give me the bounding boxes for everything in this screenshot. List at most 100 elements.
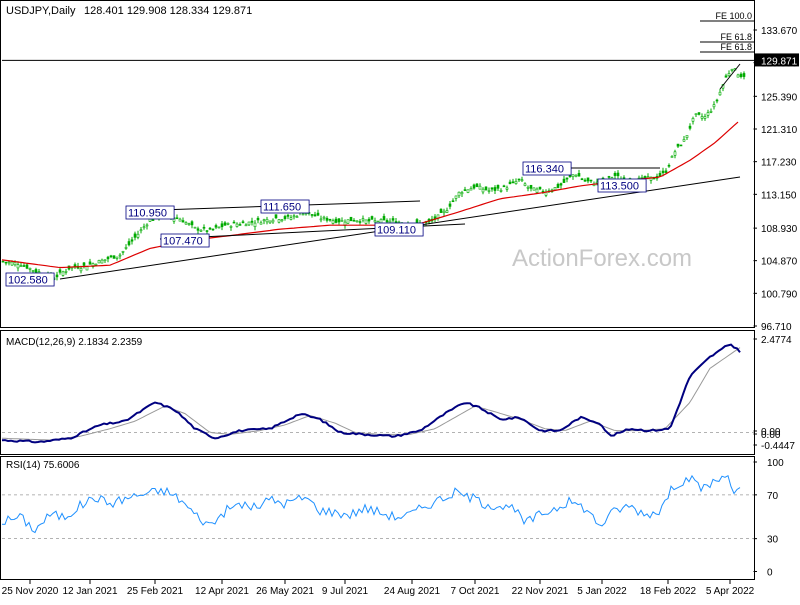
price-candle-body [310, 214, 314, 216]
price-candle-body [292, 215, 296, 218]
price-candle-body [667, 164, 671, 167]
price-candle-body [283, 216, 287, 220]
price-candle-body [4, 261, 8, 264]
macd-tick-label: 2.4774 [761, 335, 792, 346]
price-candle-body [241, 221, 245, 224]
price-candle-body [538, 186, 542, 190]
price-candle-body [439, 208, 443, 213]
price-candle-body [130, 239, 134, 242]
price-candle-body [415, 219, 419, 224]
price-candle-body [484, 186, 488, 191]
price-candle-body [709, 111, 713, 113]
price-candle-body [736, 74, 740, 78]
price-candle-body [22, 265, 26, 267]
date-tick-label: 25 Nov 2020 [2, 586, 59, 597]
price-candle-body [289, 217, 293, 220]
price-candle-body [94, 263, 98, 266]
price-candle-body [682, 139, 686, 142]
price-candle-body [106, 256, 110, 260]
price-candle-body [373, 220, 377, 223]
date-x-axis: 25 Nov 2020 12 Jan 2021 25 Feb 2021 12 Apr … [2, 580, 755, 597]
price-candle-body [13, 262, 17, 266]
pivot-label: 102.580 [8, 275, 48, 287]
price-candle-body [31, 270, 35, 272]
price-candle-body [211, 228, 215, 231]
pivot-label: 113.500 [600, 181, 639, 193]
price-candle-body [88, 261, 92, 265]
price-candle-body [232, 221, 236, 224]
price-candle-body [385, 220, 389, 223]
date-tick-label: 25 Feb 2021 [127, 586, 184, 597]
price-tick-label: 121.310 [761, 125, 798, 136]
price-candle-body [184, 222, 188, 225]
price-candle-body [460, 192, 464, 195]
price-candle-body [61, 271, 65, 276]
price-candle-body [487, 190, 491, 192]
price-candle-body [742, 73, 746, 77]
current-price-tag [755, 53, 799, 67]
price-candle-body [673, 151, 677, 156]
price-tick-label: 108.930 [761, 224, 798, 235]
price-candle-body [505, 187, 509, 190]
price-candle-body [1, 260, 5, 263]
price-candle-body [313, 214, 317, 217]
rsi-tick-label: 0 [767, 568, 773, 579]
price-candle-body [706, 112, 710, 116]
price-candle-body [223, 222, 227, 226]
price-candle-body [388, 220, 392, 223]
price-candle-body [286, 214, 290, 217]
price-candle-body [712, 104, 716, 108]
watermark: ActionForex.com [512, 245, 692, 272]
pivot-label: 109.110 [377, 225, 416, 237]
price-candle-body [256, 217, 260, 221]
price-candle-body [499, 189, 503, 192]
price-candle-body [616, 172, 620, 177]
price-tick-label: 100.790 [761, 289, 798, 300]
price-candle-body [586, 177, 590, 182]
price-candle-body [391, 218, 395, 221]
price-candle-body [217, 226, 221, 229]
price-tick-label: 125.390 [761, 92, 798, 103]
price-candle-body [322, 216, 326, 219]
price-candle-body [208, 227, 212, 230]
price-candle-body [481, 188, 485, 193]
price-candle-body [661, 170, 665, 174]
price-candle-body [109, 255, 113, 258]
price-candle-body [34, 269, 38, 273]
price-candle-body [91, 263, 95, 268]
price-candle-body [718, 91, 722, 96]
price-candle-body [646, 176, 650, 178]
price-candle-body [280, 219, 284, 222]
price-candle-body [229, 226, 233, 228]
price-tick-label: 113.150 [761, 190, 797, 201]
price-candle-body [697, 112, 701, 115]
price-candle-body [367, 218, 371, 222]
price-pane [0, 0, 755, 328]
pivot-label: 111.650 [263, 202, 301, 214]
price-candle-body [679, 144, 683, 147]
price-candle-body [493, 187, 497, 191]
price-candle-body [247, 221, 251, 226]
rsi-tick-label: 100 [767, 458, 784, 469]
price-candle-body [469, 188, 473, 191]
price-candle-body [190, 221, 194, 226]
price-candle-body [205, 230, 209, 232]
recent-trend-line [719, 63, 741, 90]
price-candle-body [118, 254, 122, 257]
price-candle-body [187, 223, 191, 225]
price-candle-body [352, 219, 356, 222]
price-candle-body [364, 219, 368, 224]
rsi-tick-label: 30 [767, 535, 779, 546]
price-candle-body [85, 266, 89, 271]
price-candle-body [259, 222, 263, 225]
fib-level-label: FE 61.8 [720, 32, 752, 42]
price-candle-body [64, 271, 68, 273]
price-candle-body [490, 187, 494, 190]
price-candle-body [676, 143, 680, 147]
price-candle-body [340, 220, 344, 222]
price-candle-body [730, 69, 734, 71]
price-candle-body [715, 99, 719, 102]
price-candle-body [529, 184, 533, 189]
